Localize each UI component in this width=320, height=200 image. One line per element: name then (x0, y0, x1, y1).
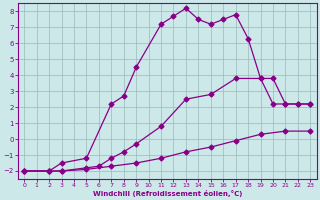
X-axis label: Windchill (Refroidissement éolien,°C): Windchill (Refroidissement éolien,°C) (92, 190, 242, 197)
